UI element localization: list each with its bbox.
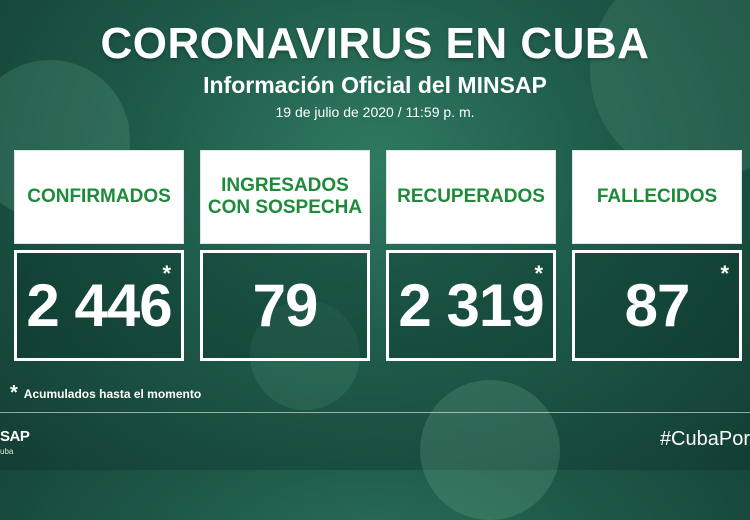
- asterisk-marker: *: [534, 261, 543, 286]
- background-virus-shape: [250, 300, 360, 410]
- asterisk-marker: *: [162, 261, 171, 286]
- card-label: INGRESADOS CON SOSPECHA: [207, 175, 363, 218]
- page-subtitle: Información Oficial del MINSAP: [203, 72, 547, 98]
- card-label: CONFIRMADOS: [27, 186, 171, 207]
- card-confirmados: CONFIRMADOS 2 446 *: [14, 150, 184, 361]
- card-label: RECUPERADOS: [397, 186, 545, 207]
- card-value: 2 446: [26, 271, 172, 339]
- card-fallecidos: FALLECIDOS 87 *: [572, 150, 742, 361]
- card-recuperados: RECUPERADOS 2 319 *: [386, 150, 556, 361]
- footnote-text: Acumulados hasta el momento: [23, 386, 202, 401]
- card-label-box: RECUPERADOS: [386, 150, 556, 244]
- asterisk-marker: *: [720, 261, 729, 286]
- minsap-logo: SAP: [0, 428, 30, 445]
- card-label-box: FALLECIDOS: [572, 150, 742, 244]
- card-label-box: INGRESADOS CON SOSPECHA: [200, 150, 370, 244]
- card-label-box: CONFIRMADOS: [14, 150, 184, 244]
- card-value: 79: [252, 271, 319, 339]
- card-value: 2 319: [398, 271, 544, 339]
- background-virus-shape: [420, 380, 560, 520]
- card-value-box: 79: [200, 250, 370, 361]
- card-value-box: 87 *: [572, 250, 742, 361]
- page-title: CORONAVIRUS EN CUBA: [100, 19, 650, 68]
- footer-divider: [0, 412, 750, 413]
- report-datetime: 19 de julio de 2020 / 11:59 p. m.: [275, 104, 475, 120]
- card-ingresados: INGRESADOS CON SOSPECHA 79: [200, 150, 370, 361]
- logo-subtext: uba: [0, 447, 14, 456]
- card-value-box: 2 319 *: [386, 250, 556, 361]
- footnote: * Acumulados hasta el momento: [10, 382, 201, 405]
- hashtag: #CubaPor: [659, 428, 750, 450]
- card-value: 87: [624, 271, 691, 339]
- header: CORONAVIRUS EN CUBA Información Oficial …: [0, 19, 750, 121]
- card-value-box: 2 446 *: [14, 250, 184, 361]
- footnote-marker: *: [10, 382, 18, 404]
- card-label: FALLECIDOS: [596, 186, 718, 207]
